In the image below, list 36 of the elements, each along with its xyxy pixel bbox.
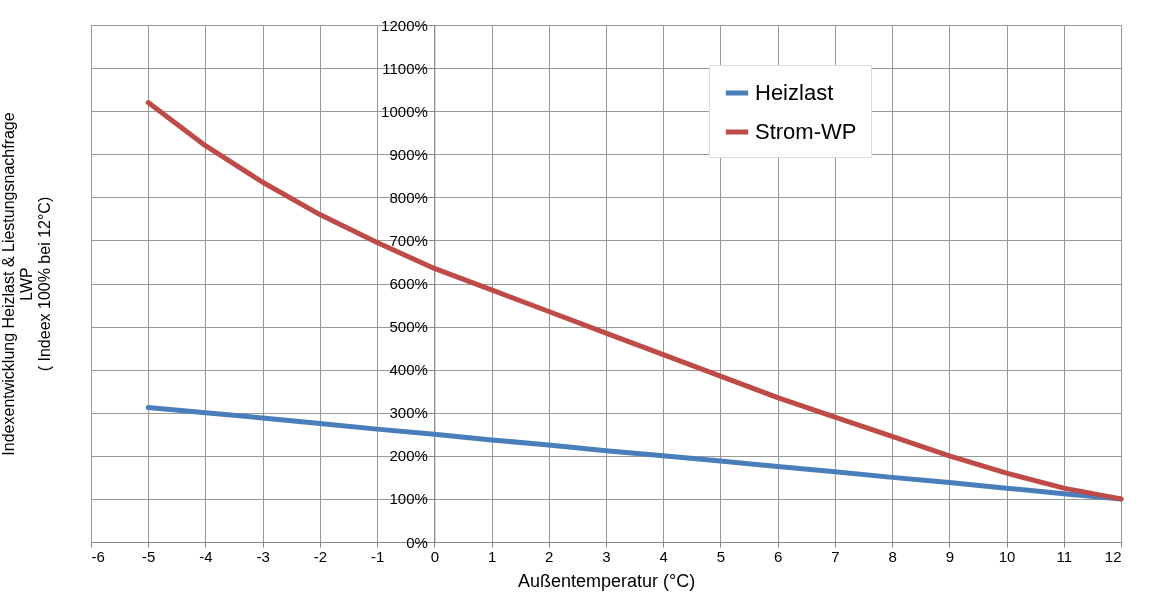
x-tick-label: 10 — [998, 547, 1016, 565]
x-tick-label: 6 — [773, 547, 783, 565]
x-tick-label: -6 — [91, 547, 105, 565]
x-tick-label: 5 — [716, 547, 726, 565]
y-axis-title: Indexentwicklung Heizlast & Liestungsnachfrage LWP ( Indeex 100% bei 12°C) — [0, 112, 53, 456]
y-tick-label: 300% — [389, 404, 428, 422]
x-tick-label: -4 — [199, 547, 213, 565]
x-tick-label: 1 — [487, 547, 497, 565]
x-tick-label: 12 — [1104, 547, 1122, 565]
y-tick-label: 500% — [389, 318, 428, 336]
y-tick-label: 0% — [406, 533, 428, 551]
x-tick-label: 11 — [1056, 547, 1073, 565]
x-tick-label: -1 — [370, 547, 385, 565]
x-tick-label: 0 — [430, 547, 440, 565]
x-axis-title: Außentemperatur (°C) — [517, 570, 696, 591]
x-tick-label: -5 — [142, 547, 156, 565]
y-tick-label: 1000% — [381, 102, 428, 120]
x-tick-label: 4 — [659, 547, 668, 565]
y-tick-label: 600% — [389, 275, 428, 292]
x-tick-label: -3 — [256, 547, 270, 565]
y-tick-label: 900% — [389, 145, 428, 163]
y-tick-label: 1100% — [382, 59, 428, 77]
x-tick-label: 9 — [945, 547, 955, 565]
y-tick-label: 1200% — [381, 16, 428, 34]
x-tick-label: 7 — [831, 547, 840, 565]
legend-label: Strom-WP — [755, 119, 857, 144]
y-tick-label: 700% — [389, 231, 428, 249]
y-tick-label: 400% — [389, 361, 428, 379]
y-tick-label: 200% — [389, 447, 428, 465]
x-tick-label: 8 — [888, 547, 897, 565]
legend-label: Heizlast — [755, 80, 834, 105]
y-tick-label: 100% — [389, 490, 428, 508]
y-tick-label: 800% — [389, 188, 428, 206]
x-tick-label: -2 — [313, 547, 328, 565]
x-tick-label: 2 — [545, 547, 554, 565]
x-tick-label: 3 — [602, 547, 611, 565]
